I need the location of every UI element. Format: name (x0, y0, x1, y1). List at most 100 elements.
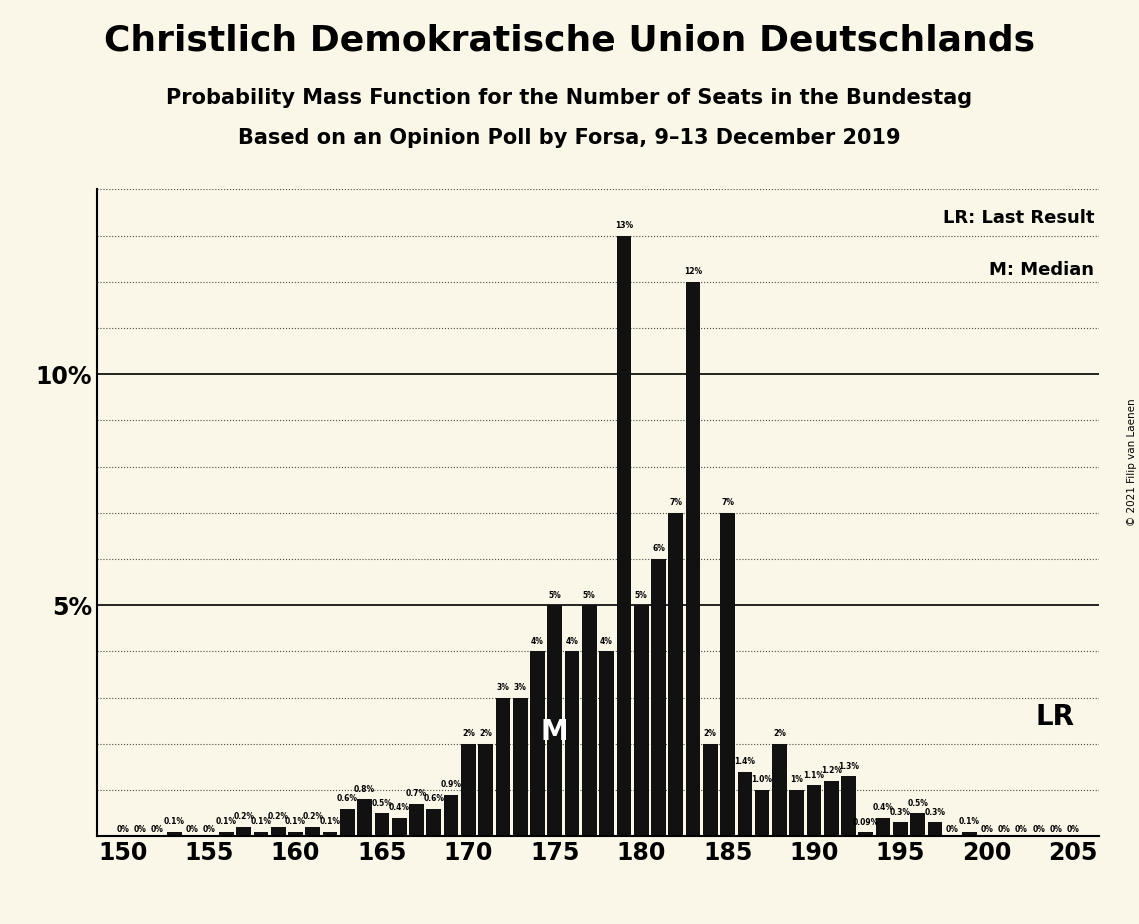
Text: 0.2%: 0.2% (233, 812, 254, 821)
Bar (910, 813, 925, 836)
Bar (703, 744, 718, 836)
Text: 0%: 0% (150, 825, 164, 834)
Text: 0.6%: 0.6% (337, 794, 358, 803)
Text: 7%: 7% (721, 498, 734, 507)
Bar (582, 605, 597, 836)
Bar (616, 236, 631, 836)
Bar (237, 827, 251, 836)
Text: 2%: 2% (704, 729, 716, 738)
Bar (962, 832, 977, 836)
Bar (254, 832, 269, 836)
Bar (426, 808, 441, 836)
Text: 0%: 0% (186, 825, 198, 834)
Text: 0.2%: 0.2% (302, 812, 323, 821)
Text: 1.1%: 1.1% (803, 771, 825, 780)
Text: © 2021 Filip van Laenen: © 2021 Filip van Laenen (1126, 398, 1137, 526)
Text: 0%: 0% (981, 825, 993, 834)
Text: 5%: 5% (548, 590, 562, 600)
Bar (305, 827, 320, 836)
Text: 0.9%: 0.9% (441, 780, 461, 789)
Text: 0.1%: 0.1% (164, 817, 185, 826)
Text: 1.4%: 1.4% (735, 757, 755, 766)
Bar (669, 513, 683, 836)
Bar (738, 772, 752, 836)
Bar (271, 827, 286, 836)
Text: 0%: 0% (998, 825, 1010, 834)
Text: 0.5%: 0.5% (908, 798, 928, 808)
Bar (530, 651, 544, 836)
Bar (461, 744, 476, 836)
Bar (686, 282, 700, 836)
Text: 0.3%: 0.3% (925, 808, 945, 817)
Text: 13%: 13% (615, 221, 633, 230)
Text: 5%: 5% (634, 590, 648, 600)
Bar (806, 785, 821, 836)
Text: 0.7%: 0.7% (405, 789, 427, 798)
Text: 0%: 0% (116, 825, 129, 834)
Text: 0%: 0% (1067, 825, 1080, 834)
Bar (876, 818, 891, 836)
Text: 1.2%: 1.2% (821, 766, 842, 775)
Bar (565, 651, 580, 836)
Text: 0.2%: 0.2% (268, 812, 289, 821)
Text: 0%: 0% (945, 825, 959, 834)
Text: 1.0%: 1.0% (752, 775, 772, 784)
Text: 2%: 2% (480, 729, 492, 738)
Text: 2%: 2% (773, 729, 786, 738)
Bar (633, 605, 648, 836)
Text: 4%: 4% (566, 637, 579, 646)
Bar (823, 781, 838, 836)
Bar (358, 799, 372, 836)
Text: 0.6%: 0.6% (424, 794, 444, 803)
Bar (720, 513, 735, 836)
Text: 0.4%: 0.4% (388, 803, 410, 812)
Bar (409, 804, 424, 836)
Text: 0.1%: 0.1% (285, 817, 306, 826)
Text: LR: LR (1035, 702, 1074, 731)
Bar (548, 605, 563, 836)
Text: LR: Last Result: LR: Last Result (943, 209, 1095, 226)
Text: 0%: 0% (1032, 825, 1046, 834)
Text: 1.3%: 1.3% (838, 761, 859, 771)
Text: 0.4%: 0.4% (872, 803, 894, 812)
Bar (495, 698, 510, 836)
Bar (444, 795, 458, 836)
Text: 0.1%: 0.1% (959, 817, 980, 826)
Bar (842, 776, 855, 836)
Bar (755, 790, 770, 836)
Bar (893, 822, 908, 836)
Text: 1%: 1% (790, 775, 803, 784)
Text: 0.3%: 0.3% (890, 808, 911, 817)
Text: 0%: 0% (133, 825, 147, 834)
Text: 0.5%: 0.5% (371, 798, 393, 808)
Bar (859, 833, 874, 836)
Text: Probability Mass Function for the Number of Seats in the Bundestag: Probability Mass Function for the Number… (166, 88, 973, 108)
Text: M: M (541, 718, 568, 747)
Bar (322, 832, 337, 836)
Bar (513, 698, 527, 836)
Bar (652, 559, 666, 836)
Bar (375, 813, 390, 836)
Text: 12%: 12% (683, 267, 702, 276)
Text: 0%: 0% (203, 825, 215, 834)
Bar (219, 832, 233, 836)
Text: 0.1%: 0.1% (216, 817, 237, 826)
Text: 0%: 0% (1049, 825, 1063, 834)
Text: 3%: 3% (514, 683, 526, 692)
Bar (478, 744, 493, 836)
Text: Christlich Demokratische Union Deutschlands: Christlich Demokratische Union Deutschla… (104, 23, 1035, 57)
Text: 0%: 0% (1015, 825, 1027, 834)
Text: M: Median: M: Median (989, 261, 1095, 278)
Bar (599, 651, 614, 836)
Bar (288, 832, 303, 836)
Text: 4%: 4% (600, 637, 613, 646)
Text: 3%: 3% (497, 683, 509, 692)
Text: 0.09%: 0.09% (853, 818, 879, 827)
Text: Based on an Opinion Poll by Forsa, 9–13 December 2019: Based on an Opinion Poll by Forsa, 9–13 … (238, 128, 901, 148)
Text: 6%: 6% (652, 544, 665, 553)
Bar (392, 818, 407, 836)
Text: 7%: 7% (670, 498, 682, 507)
Text: 5%: 5% (583, 590, 596, 600)
Bar (167, 832, 182, 836)
Bar (341, 808, 354, 836)
